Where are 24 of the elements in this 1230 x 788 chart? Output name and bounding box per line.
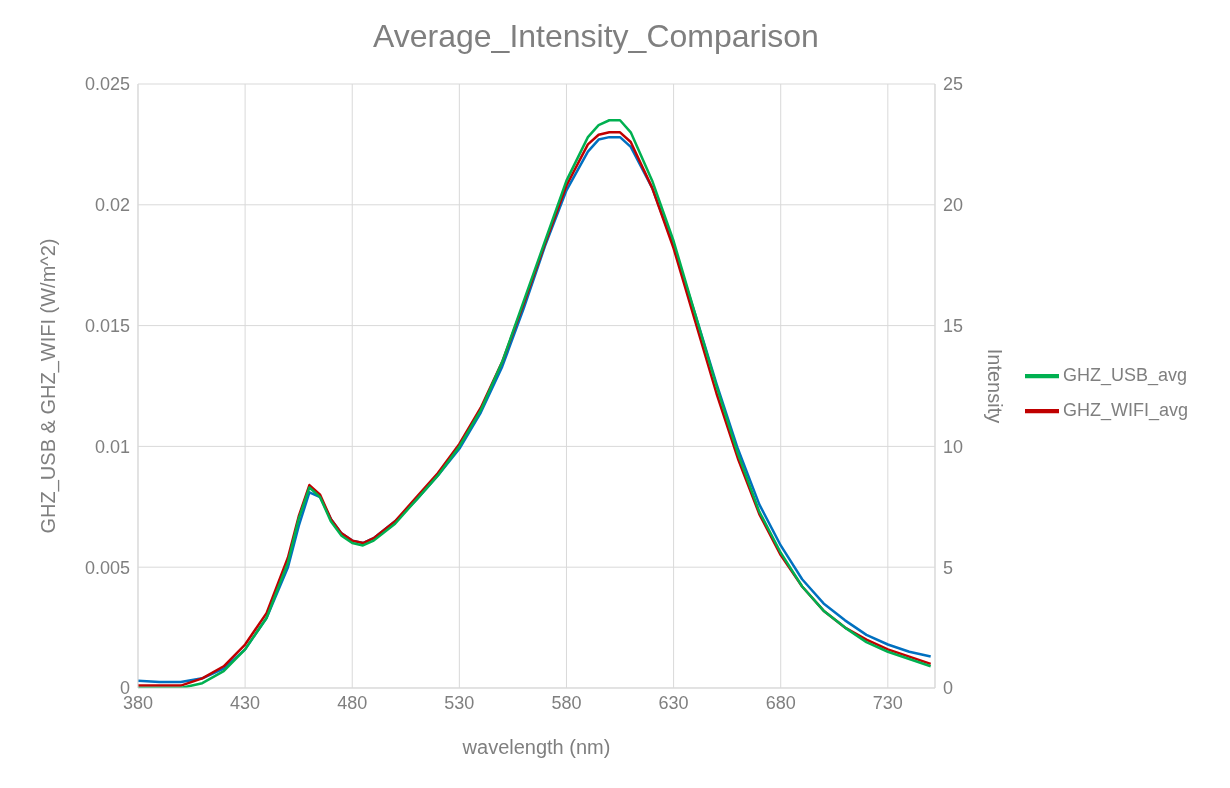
x-tick-label: 480 bbox=[337, 692, 368, 713]
legend-label: GHZ_WIFI_avg bbox=[1062, 400, 1188, 420]
y-axis-title: GHZ_USB & GHZ_WIFI (W/m^2) bbox=[37, 238, 61, 534]
y2-tick-label: 20 bbox=[942, 195, 963, 216]
y2-tick-label: 5 bbox=[942, 557, 953, 578]
y-tick-label: 0.025 bbox=[84, 74, 130, 95]
y2-axis-title: Intensity bbox=[983, 348, 1006, 424]
y-tick-label: 0.015 bbox=[84, 315, 130, 336]
y2-tick-label: 15 bbox=[942, 315, 963, 336]
y2-tick-label: 25 bbox=[942, 74, 963, 95]
x-tick-label: 430 bbox=[230, 692, 261, 713]
chart-title: Average_Intensity_Comparison bbox=[373, 18, 819, 55]
x-axis-title: wavelength (nm) bbox=[461, 736, 611, 758]
y-tick-label: 0.01 bbox=[94, 436, 130, 457]
y-tick-label: 0.02 bbox=[94, 195, 130, 216]
x-tick-label: 530 bbox=[444, 692, 475, 713]
y-tick-label: 0.005 bbox=[84, 557, 130, 578]
y2-tick-label: 0 bbox=[942, 678, 953, 699]
x-tick-label: 630 bbox=[658, 692, 689, 713]
y2-tick-label: 10 bbox=[942, 436, 963, 457]
x-tick-label: 730 bbox=[872, 692, 903, 713]
x-tick-label: 580 bbox=[551, 692, 582, 713]
x-tick-label: 680 bbox=[765, 692, 796, 713]
legend-label: GHZ_USB_avg bbox=[1062, 364, 1188, 385]
